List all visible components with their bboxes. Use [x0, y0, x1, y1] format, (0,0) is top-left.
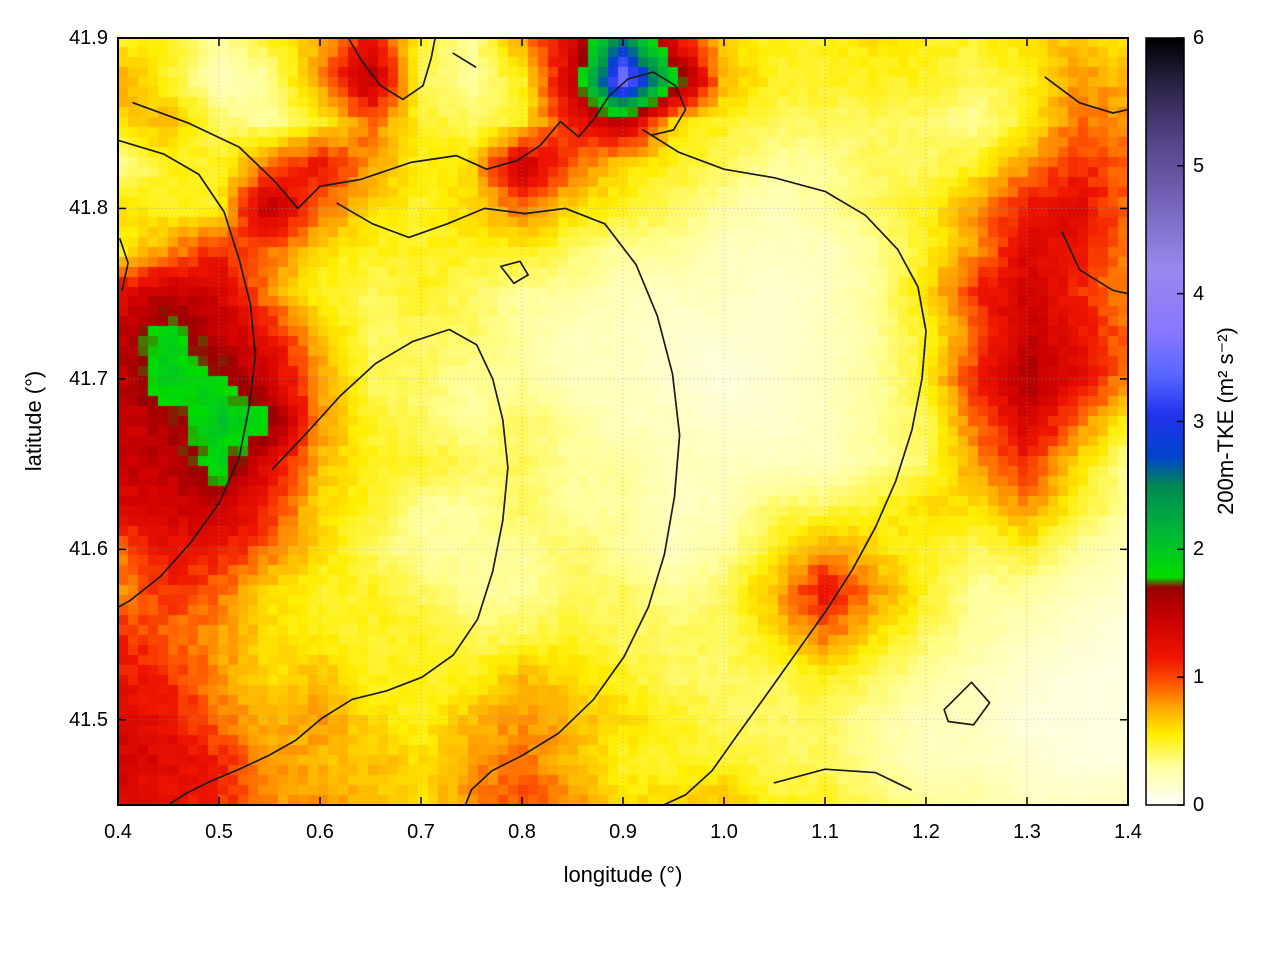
x-tick-label: 1.0 [710, 821, 738, 843]
x-tick-label: 0.8 [508, 821, 536, 843]
colorbar-tick-label: 3 [1193, 410, 1205, 433]
x-tick-label: 0.5 [205, 821, 233, 843]
colorbar-tick-label: 5 [1193, 154, 1205, 177]
y-tick-label: 41.8 [69, 197, 108, 220]
y-tick-label: 41.6 [69, 538, 108, 561]
x-axis-label: longitude (°) [563, 862, 683, 887]
x-tick-label: 0.4 [104, 821, 132, 843]
colorbar-tick-label: 6 [1193, 27, 1205, 49]
y-tick-label: 41.5 [69, 708, 108, 731]
colorbar-canvas [1146, 38, 1184, 805]
colorbar-tick-label: 4 [1193, 282, 1205, 305]
colorbar-tick-label: 1 [1193, 666, 1205, 689]
y-tick-label: 41.9 [69, 27, 108, 49]
colorbar-tick-label: 0 [1193, 794, 1205, 816]
heatmap-canvas [118, 38, 1128, 805]
x-tick-label: 1.3 [1013, 821, 1041, 843]
x-tick-label: 1.4 [1114, 821, 1142, 843]
colorbar-tick-label: 2 [1193, 538, 1205, 561]
x-tick-label: 1.1 [811, 821, 839, 843]
x-tick-label: 0.6 [306, 821, 334, 843]
x-tick-label: 0.7 [407, 821, 435, 843]
x-tick-label: 1.2 [912, 821, 940, 843]
colorbar-label: 200m-TKE (m² s⁻²) [1213, 327, 1238, 515]
y-axis-label: latitude (°) [21, 370, 46, 472]
x-tick-label: 0.9 [609, 821, 637, 843]
y-tick-label: 41.7 [69, 367, 108, 390]
